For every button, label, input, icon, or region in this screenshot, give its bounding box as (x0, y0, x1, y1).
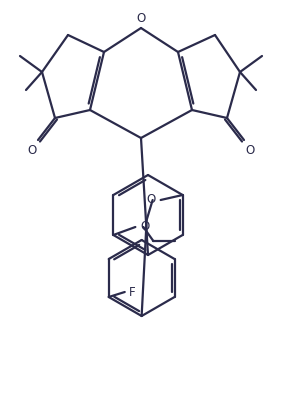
Text: F: F (129, 286, 135, 298)
Text: O: O (146, 194, 156, 206)
Text: O: O (136, 12, 146, 24)
Text: O: O (27, 144, 37, 156)
Text: O: O (140, 220, 150, 234)
Text: O: O (245, 144, 255, 156)
